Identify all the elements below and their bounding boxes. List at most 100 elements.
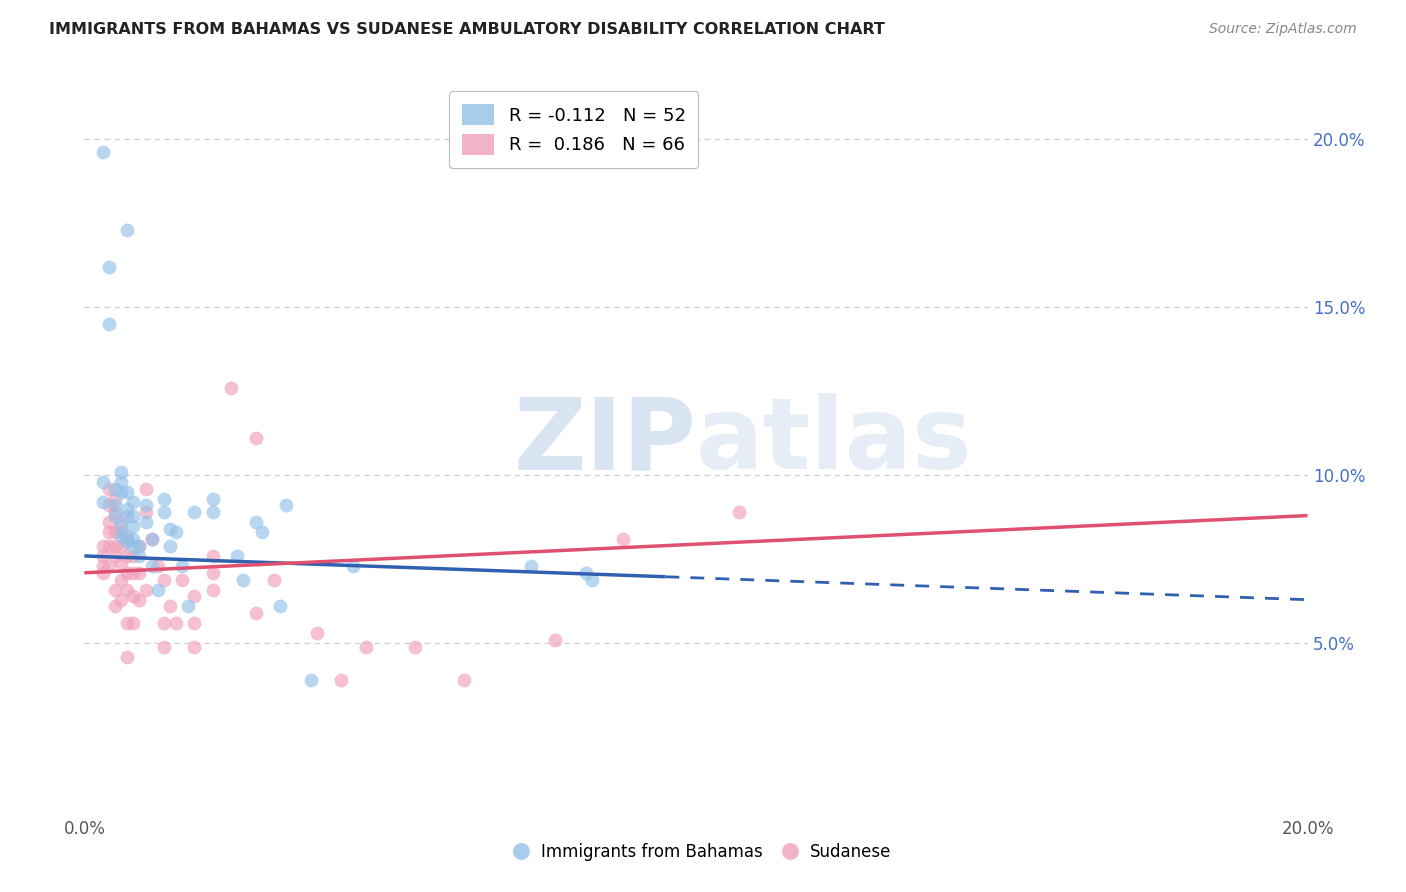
Point	[91, 495, 114, 509]
Point	[612, 532, 634, 546]
Point	[115, 508, 138, 523]
Point	[128, 592, 150, 607]
Point	[201, 505, 224, 519]
Point	[104, 539, 127, 553]
Point	[122, 616, 145, 631]
Point	[269, 599, 291, 614]
Point	[299, 673, 322, 688]
Point	[97, 317, 120, 331]
Point	[122, 549, 145, 563]
Point	[172, 573, 194, 587]
Point	[115, 529, 138, 543]
Point	[159, 522, 181, 536]
Point	[97, 516, 120, 530]
Point	[245, 431, 267, 445]
Point	[342, 559, 364, 574]
Point	[91, 539, 114, 553]
Point	[104, 599, 127, 614]
Point	[110, 465, 132, 479]
Point	[104, 549, 127, 563]
Point	[122, 532, 145, 546]
Point	[153, 616, 176, 631]
Point	[135, 505, 157, 519]
Point	[104, 525, 127, 540]
Point	[91, 145, 114, 160]
Point	[128, 539, 150, 553]
Point	[97, 260, 120, 274]
Point	[263, 573, 285, 587]
Point	[128, 539, 150, 553]
Point	[115, 535, 138, 549]
Point	[201, 582, 224, 597]
Point	[165, 525, 187, 540]
Point	[159, 539, 181, 553]
Point	[110, 539, 132, 553]
Point	[104, 505, 127, 519]
Point	[115, 616, 138, 631]
Point	[115, 549, 138, 563]
Text: ZIP: ZIP	[513, 393, 696, 490]
Point	[201, 491, 224, 506]
Point	[97, 482, 120, 496]
Point	[183, 590, 205, 604]
Point	[146, 559, 169, 574]
Point	[110, 516, 132, 530]
Point	[245, 516, 267, 530]
Point	[91, 475, 114, 489]
Legend: R = -0.112   N = 52, R =  0.186   N = 66: R = -0.112 N = 52, R = 0.186 N = 66	[449, 92, 699, 168]
Point	[104, 582, 127, 597]
Point	[226, 549, 249, 563]
Point	[110, 518, 132, 533]
Point	[122, 518, 145, 533]
Point	[305, 626, 328, 640]
Point	[135, 582, 157, 597]
Point	[110, 485, 132, 500]
Point	[153, 640, 176, 654]
Point	[115, 222, 138, 236]
Point	[115, 566, 138, 580]
Point	[575, 566, 598, 580]
Point	[172, 559, 194, 574]
Point	[122, 508, 145, 523]
Point	[135, 482, 157, 496]
Point	[183, 640, 205, 654]
Point	[453, 673, 475, 688]
Point	[153, 491, 176, 506]
Point	[110, 592, 132, 607]
Point	[115, 582, 138, 597]
Point	[177, 599, 200, 614]
Point	[110, 525, 132, 540]
Point	[110, 556, 132, 570]
Point	[115, 649, 138, 664]
Point	[115, 501, 138, 516]
Point	[128, 549, 150, 563]
Point	[404, 640, 426, 654]
Point	[581, 573, 603, 587]
Point	[201, 566, 224, 580]
Point	[141, 559, 163, 574]
Point	[97, 525, 120, 540]
Point	[165, 616, 187, 631]
Point	[91, 559, 114, 574]
Point	[232, 573, 254, 587]
Point	[354, 640, 377, 654]
Point	[183, 616, 205, 631]
Point	[91, 566, 114, 580]
Point	[520, 559, 543, 574]
Point	[104, 482, 127, 496]
Legend: Immigrants from Bahamas, Sudanese: Immigrants from Bahamas, Sudanese	[508, 837, 898, 868]
Point	[110, 573, 132, 587]
Text: atlas: atlas	[696, 393, 973, 490]
Point	[122, 566, 145, 580]
Point	[544, 633, 567, 648]
Point	[250, 525, 273, 540]
Point	[141, 532, 163, 546]
Point	[128, 566, 150, 580]
Point	[245, 606, 267, 620]
Point	[122, 590, 145, 604]
Point	[727, 505, 749, 519]
Point	[115, 485, 138, 500]
Point	[153, 573, 176, 587]
Point	[97, 499, 120, 513]
Point	[330, 673, 353, 688]
